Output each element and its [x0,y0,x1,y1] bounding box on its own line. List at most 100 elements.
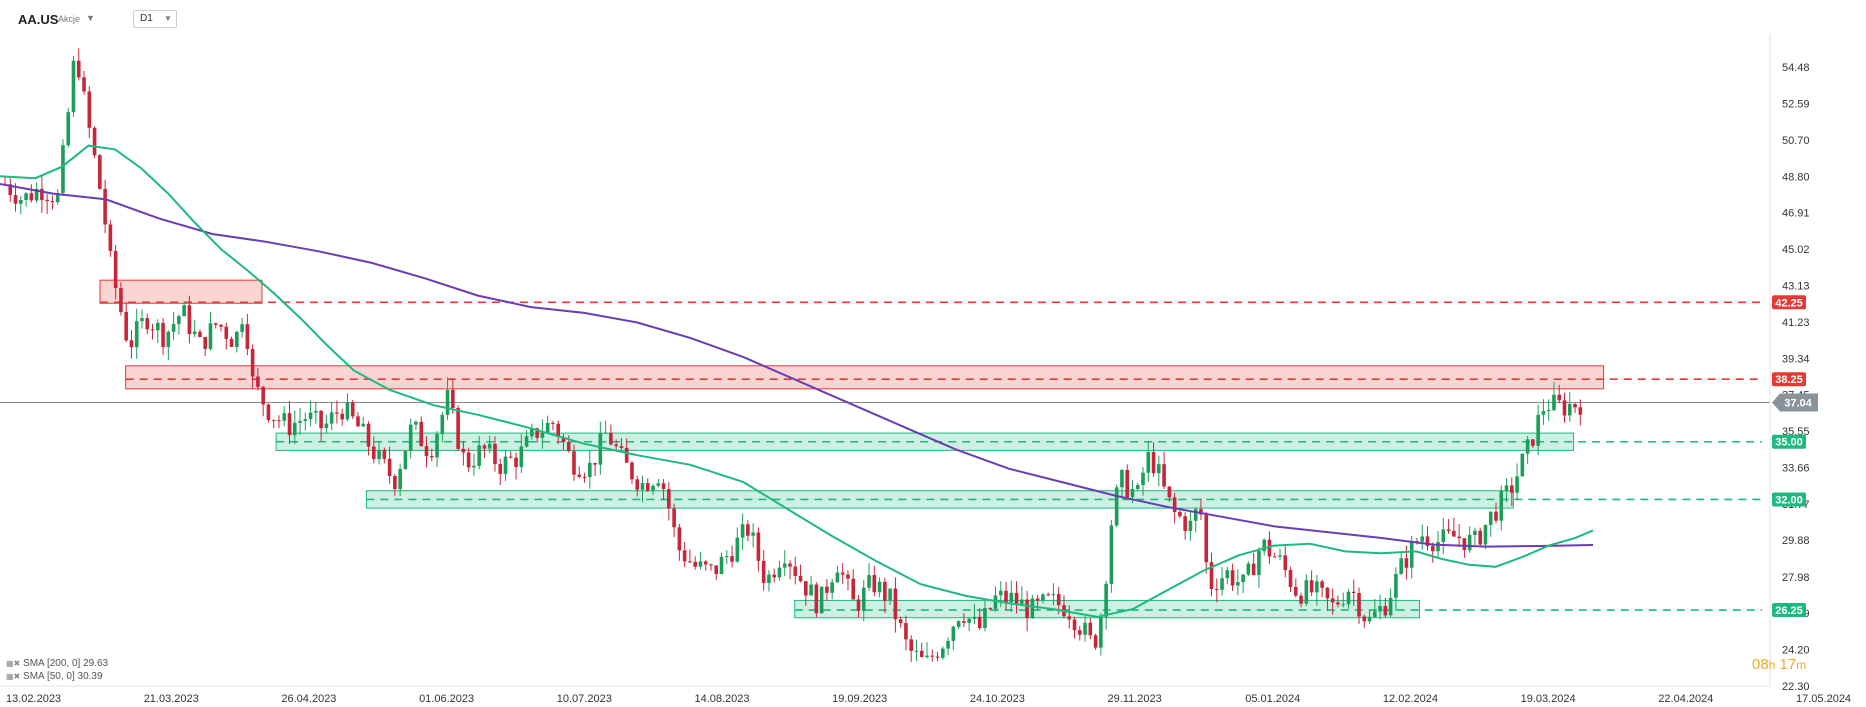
level-tag [1772,372,1806,387]
candle-body [1204,514,1209,563]
candle-body [809,584,813,596]
symbol-label[interactable]: AA.US [18,12,59,27]
candle-body [682,550,687,562]
candle-body [1193,509,1198,521]
candle-body [1488,511,1493,525]
candle-body [1420,536,1425,542]
instrument-type-label: Akcje [58,14,81,24]
candle-body [545,422,550,433]
candle-body [1304,580,1309,604]
candle-body [609,432,613,445]
candle-body [161,322,165,347]
x-axis: 13.02.2023 21.03.2023 26.04.2023 01.06.2023… [0,685,1851,705]
candle-body [71,60,76,113]
y-tick-label: 22.30 [1782,681,1810,693]
candle-body [582,476,587,478]
candle-body [350,402,355,417]
candle-body [904,623,908,640]
candle-body [472,465,476,468]
candle-body [414,421,418,425]
candle-body [672,508,676,528]
candle-body [1030,598,1035,619]
candle-body [1020,599,1024,604]
candle-body [1536,414,1540,446]
candle-body [767,574,771,584]
candle-body [198,331,202,338]
candle-body [730,556,734,562]
candle-body [1241,574,1245,583]
symbol-dropdown-chevron-icon[interactable]: ▼ [86,13,95,23]
candle-body [919,650,924,657]
candle-body [124,312,128,341]
candle-body [335,412,339,414]
candle-body [503,456,508,474]
candle-body [429,455,434,458]
y-tick-label: 46.91 [1782,208,1810,220]
level-tag [1772,295,1806,310]
candle-body [1483,524,1488,545]
y-tick-label: 41.23 [1782,317,1810,329]
candle-body [235,331,239,347]
candle-body [1462,538,1467,551]
candle-body [819,586,824,614]
candle-body [661,483,666,490]
candle-body [709,564,713,566]
candle-body [1520,453,1525,477]
candle-body [166,331,171,347]
candle-body [656,483,661,486]
candle-body [1172,497,1177,512]
legend-sma200[interactable]: ▦✖ SMA [200, 0] 29.63 [6,658,108,669]
candle-body [366,423,371,447]
candle-body [55,192,60,203]
candle-body [746,524,750,536]
candle-body [387,458,392,477]
candle-countdown: 08h 17m [1752,656,1806,673]
candle-body [1157,464,1161,474]
candle-body [630,462,634,480]
candle-body [319,410,323,429]
candle-body [935,656,940,658]
level-tag-text: 32.00 [1775,494,1803,506]
candle-body [187,305,192,335]
candle-body [1562,400,1567,416]
timeframe-select[interactable]: D1 ▼ [133,10,177,28]
legend-settings-icon[interactable]: ▦✖ [6,659,21,668]
candle-body [698,561,703,567]
y-tick-label: 39.34 [1782,353,1810,365]
x-tick-label: 24.10.2023 [970,693,1025,705]
candle-body [1072,619,1077,631]
legend-settings-icon[interactable]: ▦✖ [6,672,21,681]
legend-sma50[interactable]: ▦✖ SMA [50, 0] 30.39 [6,671,103,682]
candle-body [1378,606,1382,612]
x-tick-label: 19.09.2023 [832,693,887,705]
candle-body [1541,411,1546,415]
x-tick-label: 10.07.2023 [557,693,612,705]
candle-body [1220,578,1224,590]
candle-body [524,436,529,447]
candle-body [1430,545,1435,552]
x-tick-label: 17.05.2024 [1796,693,1851,705]
candle-body [993,595,998,609]
candle-body [419,421,424,447]
candle-body [735,537,740,562]
timer-h-unit: h [1768,658,1776,672]
candle-body [398,468,402,490]
x-tick-label: 22.04.2024 [1658,693,1713,705]
candle-body [777,567,782,578]
candle-body [566,441,571,452]
candle-body [530,428,534,437]
horizontal-levels [0,301,1770,611]
current-price-tag-text: 37.04 [1784,398,1812,410]
candle-body [1552,394,1556,411]
candle-body [1404,558,1409,568]
candle-body [772,574,777,578]
candle-body [951,626,956,641]
level-tag-text: 35.00 [1775,437,1803,449]
x-tick-label: 01.06.2023 [419,693,474,705]
sma200-line [0,183,1594,548]
candle-body [946,640,950,649]
candle-body [108,224,113,251]
candle-body [914,650,919,652]
y-tick-label: 29.88 [1782,535,1810,547]
